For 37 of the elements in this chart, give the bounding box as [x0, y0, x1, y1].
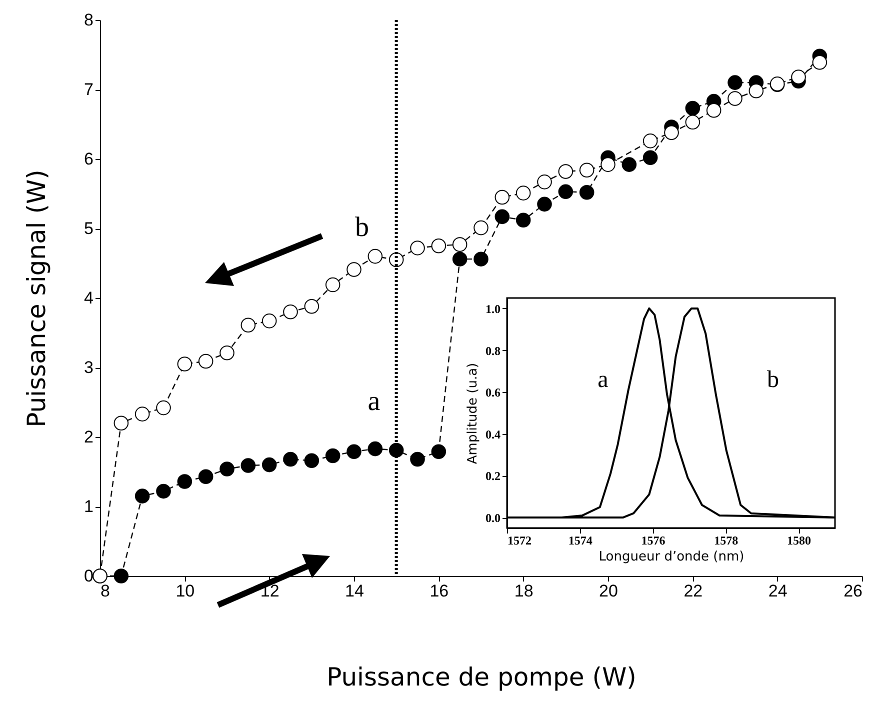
y-tick-label: 4: [84, 288, 94, 308]
x-tick-label: 24: [768, 582, 788, 600]
y-tick-label: 0.4: [486, 427, 500, 442]
y-tick-label: 3: [84, 358, 94, 377]
y-tick-label: 0.6: [486, 386, 500, 400]
x-axis-title: Longueur d’onde (nm): [598, 550, 744, 564]
y-tick-label: 0.8: [486, 344, 500, 358]
x-tick-label: 22: [684, 582, 703, 600]
y-tick-label: 0.0: [486, 511, 500, 526]
x-tick-label: 26: [844, 582, 862, 600]
y-axis-title: Amplitude (u.a): [466, 362, 480, 464]
x-tick-label: 1574: [568, 534, 592, 548]
annotation: a: [368, 386, 381, 417]
annotation: a: [598, 367, 609, 393]
x-tick-label: 1578: [714, 534, 738, 548]
x-tick-label: 1580: [787, 534, 812, 548]
y-axis-title: Puissance signal (W): [22, 170, 52, 428]
x-tick-label: 18: [514, 582, 534, 600]
y-tick-label: 6: [84, 150, 94, 168]
y-tick-label: 5: [84, 219, 94, 238]
annotation: b: [767, 367, 779, 393]
x-tick-label: 1576: [641, 534, 666, 548]
y-tick-label: 8: [84, 10, 94, 30]
x-tick-label: 10: [176, 582, 195, 600]
y-tick-label: 1: [84, 497, 94, 516]
x-tick-label: 1572: [508, 534, 532, 548]
y-tick-label: 2: [84, 428, 94, 446]
x-tick-label: 16: [430, 582, 449, 600]
y-tick-label: 0: [84, 566, 94, 586]
x-tick-label: 20: [599, 582, 618, 600]
y-tick-label: 1.0: [486, 302, 500, 316]
y-tick-label: 7: [84, 80, 94, 99]
x-axis-title: Puissance de pompe (W): [326, 662, 636, 692]
x-tick-label: 8: [100, 582, 110, 600]
x-tick-label: 14: [345, 582, 364, 600]
y-tick-label: 0.2: [486, 469, 500, 484]
annotation: b: [355, 212, 369, 243]
